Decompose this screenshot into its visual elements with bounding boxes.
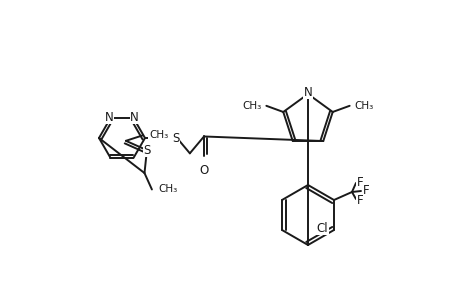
Text: CH₃: CH₃ xyxy=(241,101,261,111)
Text: S: S xyxy=(143,144,150,157)
Text: CH₃: CH₃ xyxy=(354,101,373,111)
Text: CH₃: CH₃ xyxy=(157,184,177,194)
Text: S: S xyxy=(172,131,179,145)
Text: F: F xyxy=(356,194,363,206)
Text: Cl: Cl xyxy=(316,221,327,235)
Text: N: N xyxy=(130,111,139,124)
Text: O: O xyxy=(199,164,208,178)
Text: N: N xyxy=(105,111,114,124)
Text: CH₃: CH₃ xyxy=(149,130,168,140)
Text: F: F xyxy=(356,176,363,188)
Text: N: N xyxy=(303,85,312,98)
Text: F: F xyxy=(362,184,369,197)
